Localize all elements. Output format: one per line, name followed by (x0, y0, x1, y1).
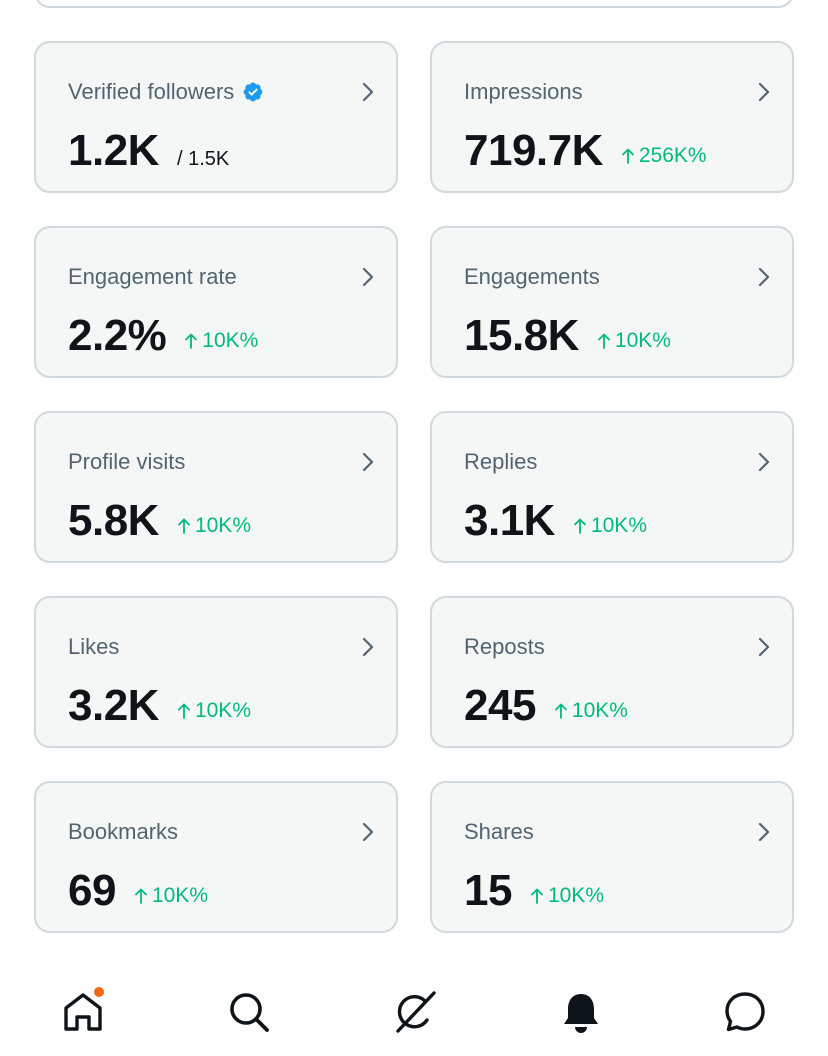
nav-search-button[interactable] (221, 984, 277, 1040)
metric-value-row: 3.1K 10K% (464, 497, 647, 545)
metric-value-row: 15 10K% (464, 867, 604, 915)
metric-card-replies[interactable]: Replies 3.1K 10K% (430, 411, 794, 563)
metric-value-row: 15.8K 10K% (464, 312, 671, 360)
metric-label: Verified followers (68, 79, 264, 105)
metric-value: 69 (68, 866, 116, 915)
metric-value: 15.8K (464, 311, 579, 360)
arrow-up-icon (621, 148, 634, 164)
metric-label: Shares (464, 819, 534, 844)
metric-value-row: 719.7K 256K% (464, 127, 707, 175)
arrow-up-icon (555, 703, 567, 719)
arrow-up-icon (135, 888, 147, 904)
notification-dot (92, 985, 106, 999)
chevron-right-icon (358, 449, 378, 475)
nav-notifications-button[interactable] (553, 984, 609, 1040)
arrow-up-icon (574, 518, 586, 534)
chevron-right-icon (358, 79, 378, 105)
metric-value: 245 (464, 681, 536, 730)
metric-card-reposts[interactable]: Reposts 245 10K% (430, 596, 794, 748)
metric-change: 10K% (530, 884, 604, 908)
chevron-right-icon (358, 264, 378, 290)
metric-change: 256K% (621, 144, 707, 168)
metrics-grid: Verified followers 1.2K / 1.5K Impressio… (34, 41, 794, 933)
metric-card-engagement-rate[interactable]: Engagement rate 2.2% 10K% (34, 226, 398, 378)
metric-change: 10K% (134, 884, 208, 908)
metric-value-row: 69 10K% (68, 867, 208, 915)
metric-total: / 1.5K (176, 148, 230, 170)
metric-value-row: 245 10K% (464, 682, 628, 730)
metric-label: Bookmarks (68, 819, 179, 844)
bell-icon (564, 994, 598, 1033)
metric-card-engagements[interactable]: Engagements 15.8K 10K% (430, 226, 794, 378)
metric-change: 10K% (184, 329, 258, 353)
metric-label: Likes (68, 634, 120, 659)
arrow-up-icon (185, 333, 198, 349)
metric-change: 10K% (177, 514, 251, 538)
chevron-right-icon (754, 264, 774, 290)
metric-value-row: 2.2% 10K% (68, 312, 258, 360)
chevron-right-icon (358, 634, 378, 660)
nav-messages-button[interactable] (717, 984, 773, 1040)
metric-label: Engagements (464, 264, 600, 289)
metric-value: 3.1K (464, 496, 555, 545)
chevron-right-icon (754, 634, 774, 660)
metric-card-shares[interactable]: Shares 15 10K% (430, 781, 794, 933)
metric-value: 719.7K (464, 126, 603, 175)
metric-card-bookmarks[interactable]: Bookmarks 69 10K% (34, 781, 398, 933)
arrow-up-icon (598, 333, 610, 349)
metric-card-impressions[interactable]: Impressions 719.7K 256K% (430, 41, 794, 193)
metric-change: 10K% (597, 329, 671, 353)
metric-label: Profile visits (68, 449, 186, 474)
bottom-nav (0, 966, 828, 1056)
metric-label: Reposts (464, 634, 545, 659)
metric-value-row: 5.8K 10K% (68, 497, 251, 545)
arrow-up-icon (178, 518, 190, 534)
arrow-up-icon (531, 888, 543, 904)
metric-label: Engagement rate (68, 264, 237, 289)
metric-value-row: 3.2K 10K% (68, 682, 251, 730)
metric-value: 3.2K (68, 681, 159, 730)
previous-card-edge (34, 0, 794, 8)
metric-change: 10K% (177, 699, 251, 723)
metric-value: 1.2K (68, 126, 159, 175)
arrow-up-icon (178, 703, 190, 719)
chevron-right-icon (754, 449, 774, 475)
nav-grok-button[interactable] (387, 984, 443, 1040)
home-icon (64, 993, 102, 1031)
metric-change: 10K% (554, 699, 628, 723)
metric-card-verified-followers[interactable]: Verified followers 1.2K / 1.5K (34, 41, 398, 193)
chevron-right-icon (754, 819, 774, 845)
metric-change: 10K% (573, 514, 647, 538)
metric-value-row: 1.2K / 1.5K (68, 127, 229, 175)
verified-badge-icon (242, 81, 264, 103)
chevron-right-icon (754, 79, 774, 105)
metric-value: 15 (464, 866, 512, 915)
metric-label: Replies (464, 449, 538, 474)
metric-value: 5.8K (68, 496, 159, 545)
nav-home-button[interactable] (55, 984, 111, 1040)
messages-icon (725, 992, 765, 1032)
metric-card-likes[interactable]: Likes 3.2K 10K% (34, 596, 398, 748)
chevron-right-icon (358, 819, 378, 845)
metric-value: 2.2% (68, 311, 167, 360)
search-icon (230, 993, 269, 1032)
metric-card-profile-visits[interactable]: Profile visits 5.8K 10K% (34, 411, 398, 563)
grok-icon (396, 991, 436, 1033)
metric-label: Impressions (464, 79, 583, 104)
